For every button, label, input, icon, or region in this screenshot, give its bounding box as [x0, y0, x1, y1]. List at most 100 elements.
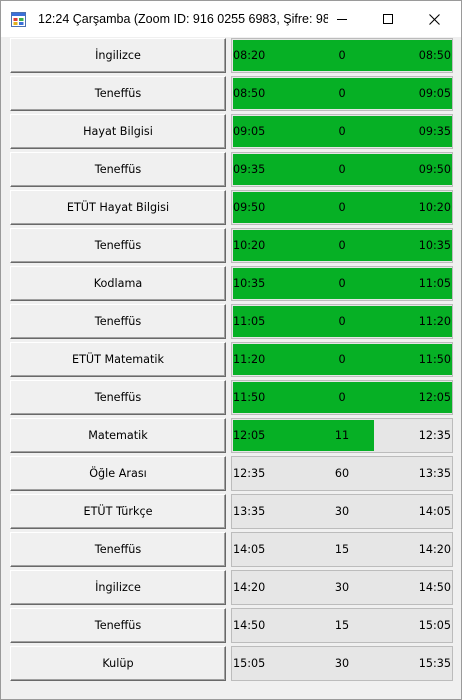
remaining-minutes: 60: [334, 467, 350, 480]
lesson-button[interactable]: ETÜT Türkçe: [10, 494, 226, 529]
maximize-button[interactable]: [365, 1, 411, 37]
progress-fill: [233, 192, 452, 223]
remaining-minutes: 0: [338, 277, 346, 290]
start-time: 15:05: [233, 657, 266, 670]
progress-fill: [233, 116, 452, 147]
lesson-progress-bar: 09:05 0 09:35: [231, 114, 453, 149]
schedule-row: Hayat Bilgisi 09:05 0 09:35: [9, 113, 455, 151]
end-time: 15:35: [418, 657, 451, 670]
minimize-button[interactable]: [319, 1, 365, 37]
progress-fill: [233, 78, 452, 109]
end-time: 11:05: [418, 277, 451, 290]
start-time: 10:35: [233, 277, 266, 290]
progress-fill: [233, 40, 452, 71]
progress-fill: [233, 382, 452, 413]
lesson-button[interactable]: Kulüp: [10, 646, 226, 681]
start-time: 08:50: [233, 87, 266, 100]
remaining-minutes: 11: [334, 429, 350, 442]
end-time: 10:35: [418, 239, 451, 252]
schedule-row: ETÜT Matematik 11:20 0 11:50: [9, 341, 455, 379]
lesson-progress-bar: 14:05 15 14:20: [231, 532, 453, 567]
end-time: 11:50: [418, 353, 451, 366]
lesson-button[interactable]: Teneffüs: [10, 380, 226, 415]
lesson-button[interactable]: ETÜT Matematik: [10, 342, 226, 377]
start-time: 09:50: [233, 201, 266, 214]
end-time: 15:05: [418, 619, 451, 632]
remaining-minutes: 30: [334, 581, 350, 594]
lesson-button[interactable]: Öğle Arası: [10, 456, 226, 491]
lesson-progress-bar: 14:20 30 14:50: [231, 570, 453, 605]
end-time: 09:35: [418, 125, 451, 138]
lesson-button[interactable]: Kodlama: [10, 266, 226, 301]
lesson-button[interactable]: Matematik: [10, 418, 226, 453]
progress-fill: [233, 268, 452, 299]
lesson-progress-bar: 09:50 0 10:20: [231, 190, 453, 225]
maximize-icon: [383, 14, 393, 24]
end-time: 09:50: [418, 163, 451, 176]
schedule-row: Öğle Arası 12:35 60 13:35: [9, 455, 455, 493]
lesson-progress-bar: 08:20 0 08:50: [231, 38, 453, 73]
lesson-progress-bar: 11:50 0 12:05: [231, 380, 453, 415]
lesson-button[interactable]: Teneffüs: [10, 152, 226, 187]
end-time: 13:35: [418, 467, 451, 480]
schedule-list: İngilizce 08:20 0 08:50 Teneffüs 08:50 0 09:05 H…: [9, 37, 455, 697]
progress-fill: [233, 344, 452, 375]
schedule-row: ETÜT Türkçe 13:35 30 14:05: [9, 493, 455, 531]
window-title: 12:24 Çarşamba (Zoom ID: 916 0255 6983, …: [38, 12, 328, 26]
start-time: 11:05: [233, 315, 266, 328]
schedule-row: Teneffüs 11:50 0 12:05: [9, 379, 455, 417]
remaining-minutes: 0: [338, 163, 346, 176]
start-time: 09:05: [233, 125, 266, 138]
lesson-button[interactable]: Teneffüs: [10, 304, 226, 339]
remaining-minutes: 30: [334, 505, 350, 518]
schedule-row: Teneffüs 10:20 0 10:35: [9, 227, 455, 265]
lesson-button[interactable]: Hayat Bilgisi: [10, 114, 226, 149]
remaining-minutes: 0: [338, 87, 346, 100]
end-time: 14:05: [418, 505, 451, 518]
lesson-progress-bar: 14:50 15 15:05: [231, 608, 453, 643]
lesson-button[interactable]: Teneffüs: [10, 608, 226, 643]
lesson-button[interactable]: İngilizce: [10, 38, 226, 73]
schedule-row: Matematik 12:05 11 12:35: [9, 417, 455, 455]
remaining-minutes: 0: [338, 391, 346, 404]
remaining-minutes: 0: [338, 239, 346, 252]
lesson-progress-bar: 09:35 0 09:50: [231, 152, 453, 187]
lesson-button[interactable]: ETÜT Hayat Bilgisi: [10, 190, 226, 225]
schedule-row: Kulüp 15:05 30 15:35: [9, 645, 455, 683]
schedule-row: ETÜT Hayat Bilgisi 09:50 0 10:20: [9, 189, 455, 227]
lesson-progress-bar: 11:05 0 11:20: [231, 304, 453, 339]
end-time: 10:20: [418, 201, 451, 214]
app-window-icon: [11, 12, 26, 27]
lesson-progress-bar: 12:05 11 12:35: [231, 418, 453, 453]
start-time: 12:35: [233, 467, 266, 480]
start-time: 12:05: [233, 429, 266, 442]
schedule-row: Kodlama 10:35 0 11:05: [9, 265, 455, 303]
lesson-button[interactable]: Teneffüs: [10, 228, 226, 263]
lesson-button[interactable]: Teneffüs: [10, 532, 226, 567]
progress-fill: [233, 306, 452, 337]
lesson-progress-bar: 11:20 0 11:50: [231, 342, 453, 377]
start-time: 09:35: [233, 163, 266, 176]
start-time: 11:50: [233, 391, 266, 404]
end-time: 09:05: [418, 87, 451, 100]
progress-fill: [233, 154, 452, 185]
end-time: 14:20: [418, 543, 451, 556]
lesson-progress-bar: 10:35 0 11:05: [231, 266, 453, 301]
schedule-row: İngilizce 08:20 0 08:50: [9, 37, 455, 75]
schedule-row: Teneffüs 08:50 0 09:05: [9, 75, 455, 113]
remaining-minutes: 15: [334, 619, 350, 632]
remaining-minutes: 30: [334, 657, 350, 670]
end-time: 12:35: [418, 429, 451, 442]
lesson-progress-bar: 13:35 30 14:05: [231, 494, 453, 529]
lesson-progress-bar: 12:35 60 13:35: [231, 456, 453, 491]
lesson-progress-bar: 15:05 30 15:35: [231, 646, 453, 681]
schedule-row: Teneffüs 09:35 0 09:50: [9, 151, 455, 189]
schedule-row: Teneffüs 11:05 0 11:20: [9, 303, 455, 341]
end-time: 11:20: [418, 315, 451, 328]
remaining-minutes: 0: [338, 201, 346, 214]
lesson-button[interactable]: İngilizce: [10, 570, 226, 605]
close-button[interactable]: [411, 1, 457, 37]
end-time: 08:50: [418, 49, 451, 62]
title-bar[interactable]: 12:24 Çarşamba (Zoom ID: 916 0255 6983, …: [1, 1, 461, 37]
lesson-button[interactable]: Teneffüs: [10, 76, 226, 111]
